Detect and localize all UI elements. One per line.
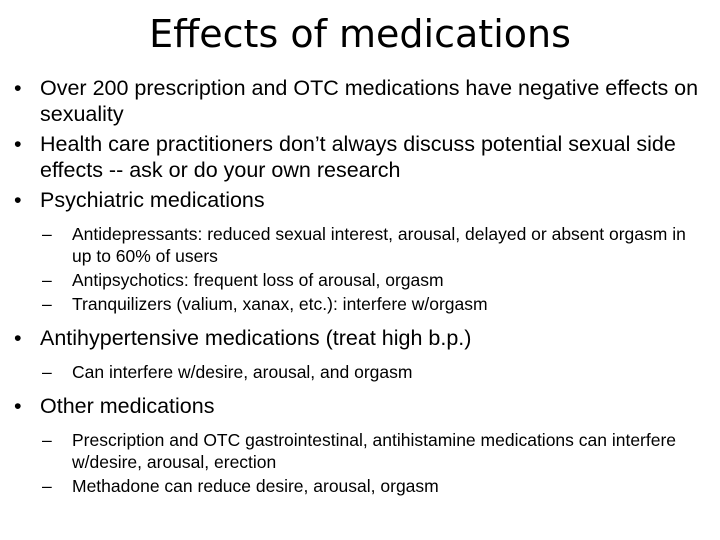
slide-title: Effects of medications (149, 12, 571, 56)
bullet-text: Psychiatric medications (40, 188, 265, 212)
bullet-marker: • (14, 394, 22, 418)
bullet-marker: • (14, 132, 22, 156)
dash-marker: – (42, 294, 52, 314)
sub-bullet-text: Tranquilizers (valium, xanax, etc.): int… (72, 294, 488, 314)
bullet-item: • Health care practitioners don’t always… (14, 131, 709, 183)
sub-bullet-text: Antidepressants: reduced sexual interest… (72, 224, 686, 266)
bullet-item: • Psychiatric medications – Antidepressa… (14, 187, 709, 315)
bullet-text: Other medications (40, 394, 215, 418)
slide-content: • Over 200 prescription and OTC medicati… (14, 75, 709, 507)
sub-bullet-item: – Prescription and OTC gastrointestinal,… (40, 429, 709, 473)
bullet-marker: • (14, 326, 22, 350)
bullet-item: • Other medications – Prescription and O… (14, 393, 709, 497)
bullet-item: • Antihypertensive medications (treat hi… (14, 325, 709, 383)
sub-bullet-list: – Prescription and OTC gastrointestinal,… (40, 429, 709, 497)
sub-bullet-text: Antipsychotics: frequent loss of arousal… (72, 270, 444, 290)
dash-marker: – (42, 224, 52, 244)
sub-bullet-item: – Can interfere w/desire, arousal, and o… (40, 361, 709, 383)
sub-bullet-text: Methadone can reduce desire, arousal, or… (72, 476, 439, 496)
bullet-text: Over 200 prescription and OTC medication… (40, 76, 699, 126)
sub-bullet-item: – Methadone can reduce desire, arousal, … (40, 475, 709, 497)
bullet-text: Antihypertensive medications (treat high… (40, 326, 472, 350)
sub-bullet-item: – Antidepressants: reduced sexual intere… (40, 223, 709, 267)
bullet-text: Health care practitioners don’t always d… (40, 132, 676, 182)
sub-bullet-item: – Antipsychotics: frequent loss of arous… (40, 269, 709, 291)
sub-bullet-list: – Can interfere w/desire, arousal, and o… (40, 361, 709, 383)
sub-bullet-item: – Tranquilizers (valium, xanax, etc.): i… (40, 293, 709, 315)
sub-bullet-list: – Antidepressants: reduced sexual intere… (40, 223, 709, 315)
sub-bullet-text: Prescription and OTC gastrointestinal, a… (72, 430, 677, 472)
dash-marker: – (42, 270, 52, 290)
bullet-list: • Over 200 prescription and OTC medicati… (14, 75, 709, 497)
dash-marker: – (42, 430, 52, 450)
bullet-marker: • (14, 76, 22, 100)
dash-marker: – (42, 476, 52, 496)
bullet-item: • Over 200 prescription and OTC medicati… (14, 75, 709, 127)
dash-marker: – (42, 362, 52, 382)
bullet-marker: • (14, 188, 22, 212)
sub-bullet-text: Can interfere w/desire, arousal, and org… (72, 362, 413, 382)
